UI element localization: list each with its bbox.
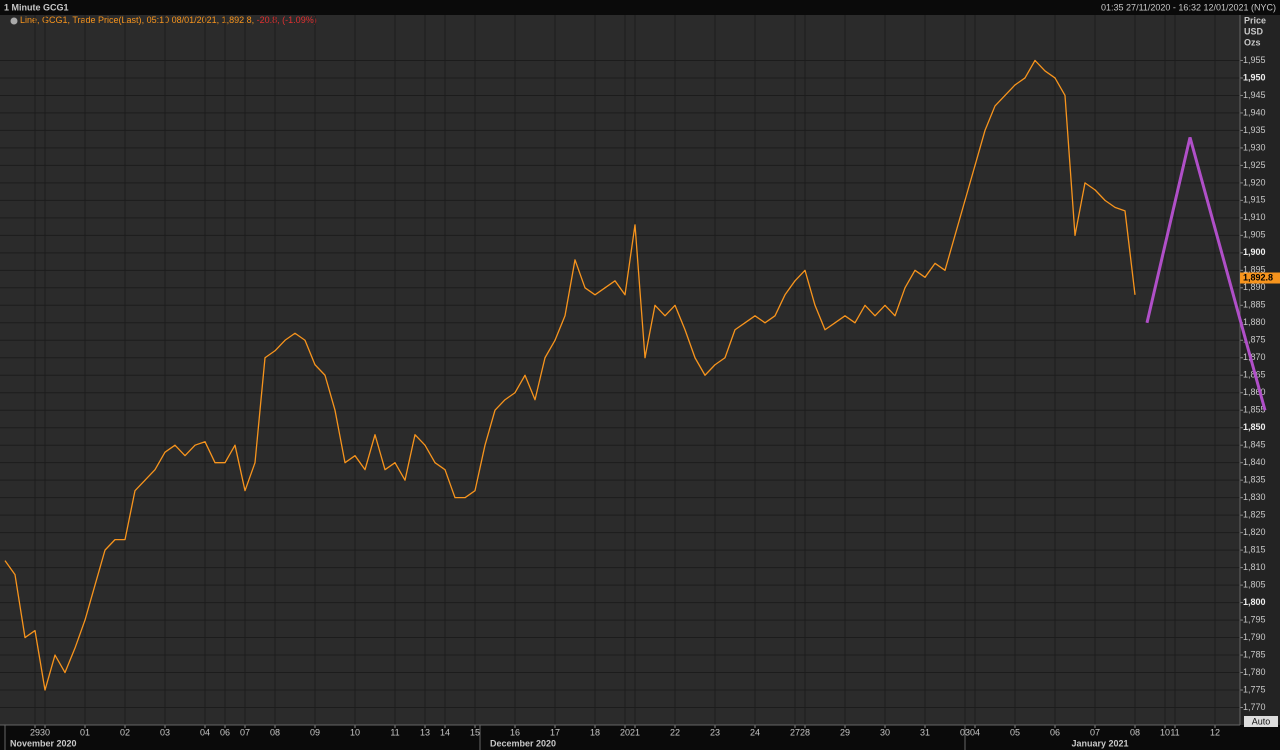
x-tick-label: 17	[550, 727, 560, 737]
x-tick-label: 20	[620, 727, 630, 737]
y-tick-label: 1,940	[1243, 107, 1266, 117]
range-text: 01:35 27/11/2020 - 16:32 12/01/2021 (NYC…	[1101, 2, 1276, 12]
plot-area	[0, 15, 1240, 725]
y-tick-label: 1,820	[1243, 527, 1266, 537]
price-axis-area	[1240, 15, 1280, 725]
x-tick-label: 08	[1130, 727, 1140, 737]
y-tick-label: 1,795	[1243, 614, 1266, 624]
legend-detail: , 05:10 08/01/2021, 1,892.8,	[142, 15, 257, 25]
y-tick-label: 1,855	[1243, 405, 1266, 415]
y-tick-label: 1,950	[1243, 72, 1266, 82]
y-tick-label: 1,925	[1243, 160, 1266, 170]
x-tick-label: 31	[920, 727, 930, 737]
y-tick-label: 1,810	[1243, 562, 1266, 572]
y-tick-label: 1,880	[1243, 317, 1266, 327]
y-tick-label: 1,830	[1243, 492, 1266, 502]
x-tick-label: 24	[750, 727, 760, 737]
x-tick-label: 05	[1010, 727, 1020, 737]
legend-name: Line, GCG1, Trade Price(Last)	[20, 15, 142, 25]
x-tick-label: 07	[1090, 727, 1100, 737]
month-label: November 2020	[10, 738, 77, 748]
legend: Line, GCG1, Trade Price(Last), 05:10 08/…	[20, 15, 317, 25]
axis-header: Price	[1244, 15, 1266, 25]
y-tick-label: 1,900	[1243, 247, 1266, 257]
x-tick-label: 11	[1170, 727, 1179, 737]
legend-icon	[10, 17, 18, 25]
x-tick-label: 04	[970, 727, 980, 737]
y-tick-label: 1,845	[1243, 440, 1266, 450]
y-tick-label: 1,815	[1243, 544, 1266, 554]
x-tick-label: 30	[880, 727, 890, 737]
y-tick-label: 1,930	[1243, 142, 1266, 152]
y-tick-label: 1,785	[1243, 649, 1266, 659]
y-tick-label: 1,915	[1243, 195, 1266, 205]
x-tick-label: 09	[310, 727, 320, 737]
x-tick-label: 10	[1160, 727, 1170, 737]
x-tick-label: 28	[800, 727, 810, 737]
y-tick-label: 1,890	[1243, 282, 1266, 292]
y-tick-label: 1,825	[1243, 510, 1266, 520]
y-tick-label: 1,775	[1243, 684, 1266, 694]
x-tick-label: 27	[790, 727, 800, 737]
x-tick-label: 29	[30, 727, 40, 737]
axis-header: USD	[1244, 26, 1264, 36]
x-tick-label: 03	[160, 727, 170, 737]
x-tick-label: 01	[80, 727, 90, 737]
x-tick-label: 11	[390, 727, 399, 737]
x-tick-label: 06	[220, 727, 230, 737]
last-price-tag	[1240, 272, 1280, 284]
y-tick-label: 1,955	[1243, 55, 1266, 65]
y-tick-label: 1,910	[1243, 212, 1266, 222]
y-tick-label: 1,860	[1243, 387, 1266, 397]
y-tick-label: 1,850	[1243, 422, 1266, 432]
chart-title: 1 Minute GCG1	[4, 2, 69, 12]
x-tick-label: 12	[1210, 727, 1220, 737]
y-tick-label: 1,935	[1243, 125, 1266, 135]
x-tick-label: 14	[440, 727, 450, 737]
price-line	[4, 59, 1136, 691]
x-tick-label: 02	[120, 727, 130, 737]
y-tick-label: 1,895	[1243, 265, 1266, 275]
y-tick-label: 1,870	[1243, 352, 1266, 362]
x-tick-label: 15	[470, 727, 480, 737]
x-tick-label: 10	[350, 727, 360, 737]
y-tick-label: 1,905	[1243, 230, 1266, 240]
axis-header: Ozs	[1244, 37, 1261, 47]
x-tick-label: 29	[840, 727, 850, 737]
y-tick-label: 1,885	[1243, 300, 1266, 310]
month-label: January 2021	[1071, 738, 1128, 748]
y-tick-label: 1,840	[1243, 457, 1266, 467]
x-tick-label: 13	[420, 727, 430, 737]
y-tick-label: 1,875	[1243, 335, 1266, 345]
x-tick-label: 21	[630, 727, 640, 737]
x-tick-label: 22	[670, 727, 680, 737]
x-tick-label: 08	[270, 727, 280, 737]
y-tick-label: 1,945	[1243, 90, 1266, 100]
y-tick-label: 1,770	[1243, 702, 1266, 712]
y-tick-label: 1,920	[1243, 177, 1266, 187]
y-tick-label: 1,800	[1243, 597, 1266, 607]
y-tick-label: 1,790	[1243, 632, 1266, 642]
x-tick-label: 16	[510, 727, 520, 737]
month-label: December 2020	[490, 738, 556, 748]
y-tick-label: 1,835	[1243, 475, 1266, 485]
x-tick-label: 06	[1050, 727, 1060, 737]
y-tick-label: 1,805	[1243, 579, 1266, 589]
x-tick-label: 07	[240, 727, 250, 737]
last-price-label: 1,892.8	[1243, 272, 1273, 282]
x-tick-label: 18	[590, 727, 600, 737]
auto-label[interactable]: Auto	[1252, 716, 1271, 726]
plot-layer	[0, 15, 1240, 725]
trendline	[1145, 137, 1267, 411]
x-tick-label: 30	[40, 727, 50, 737]
x-tick-label: 23	[710, 727, 720, 737]
legend-change: -20.8, (-1.09%)	[257, 15, 317, 25]
y-tick-label: 1,780	[1243, 667, 1266, 677]
auto-button[interactable]	[1244, 716, 1278, 727]
x-tick-label: 04	[200, 727, 210, 737]
